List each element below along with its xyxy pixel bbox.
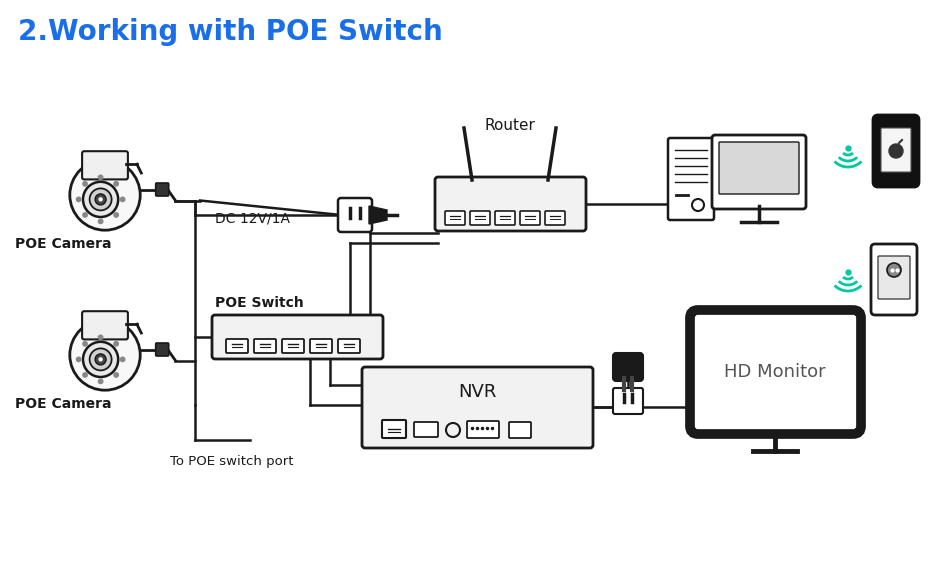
FancyBboxPatch shape [495,211,515,225]
Circle shape [887,263,901,277]
Polygon shape [369,206,387,224]
Circle shape [99,335,103,339]
Text: To POE switch port: To POE switch port [170,455,294,468]
FancyBboxPatch shape [613,388,643,414]
Circle shape [83,373,87,377]
Circle shape [83,342,118,377]
FancyBboxPatch shape [613,353,643,381]
Circle shape [99,197,103,202]
FancyBboxPatch shape [382,420,406,438]
Circle shape [83,182,118,217]
Text: HD Monitor: HD Monitor [724,363,826,381]
Circle shape [95,354,106,365]
FancyBboxPatch shape [156,183,169,196]
FancyBboxPatch shape [509,422,531,438]
FancyBboxPatch shape [212,315,383,359]
FancyBboxPatch shape [282,339,304,353]
Circle shape [83,342,87,346]
Circle shape [99,175,103,180]
Circle shape [114,373,119,377]
Circle shape [89,348,111,370]
FancyBboxPatch shape [878,256,910,299]
FancyBboxPatch shape [719,142,799,194]
Circle shape [121,357,124,361]
Circle shape [99,379,103,384]
Circle shape [121,197,124,202]
FancyBboxPatch shape [82,311,128,339]
FancyBboxPatch shape [362,367,593,448]
Circle shape [114,182,119,186]
FancyBboxPatch shape [445,211,465,225]
FancyBboxPatch shape [414,422,438,437]
FancyBboxPatch shape [338,198,372,232]
FancyBboxPatch shape [545,211,565,225]
Circle shape [95,194,106,205]
Text: NVR: NVR [458,383,496,401]
FancyBboxPatch shape [520,211,540,225]
FancyBboxPatch shape [338,339,360,353]
FancyBboxPatch shape [226,339,248,353]
Circle shape [76,357,81,361]
Circle shape [83,182,87,186]
Text: POE Camera: POE Camera [15,237,111,251]
FancyBboxPatch shape [82,151,128,179]
FancyBboxPatch shape [156,343,169,356]
Circle shape [76,197,81,202]
FancyBboxPatch shape [873,115,919,187]
FancyBboxPatch shape [871,244,917,315]
FancyBboxPatch shape [690,310,861,434]
Text: DC 12V/1A: DC 12V/1A [215,211,290,225]
FancyBboxPatch shape [310,339,332,353]
Text: POE Camera: POE Camera [15,397,111,411]
FancyBboxPatch shape [254,339,276,353]
Circle shape [889,144,903,158]
FancyBboxPatch shape [881,128,911,172]
FancyBboxPatch shape [467,421,499,438]
Circle shape [83,213,87,217]
Text: 2.Working with POE Switch: 2.Working with POE Switch [18,18,443,46]
Circle shape [114,213,119,217]
Circle shape [69,320,141,390]
Circle shape [69,160,141,230]
Circle shape [99,219,103,224]
Circle shape [99,357,103,361]
FancyBboxPatch shape [668,138,714,220]
FancyBboxPatch shape [435,177,586,231]
FancyBboxPatch shape [712,135,806,209]
Circle shape [114,342,119,346]
FancyBboxPatch shape [470,211,490,225]
Text: POE Switch: POE Switch [215,296,304,310]
Text: Router: Router [484,118,536,133]
Circle shape [89,188,111,210]
